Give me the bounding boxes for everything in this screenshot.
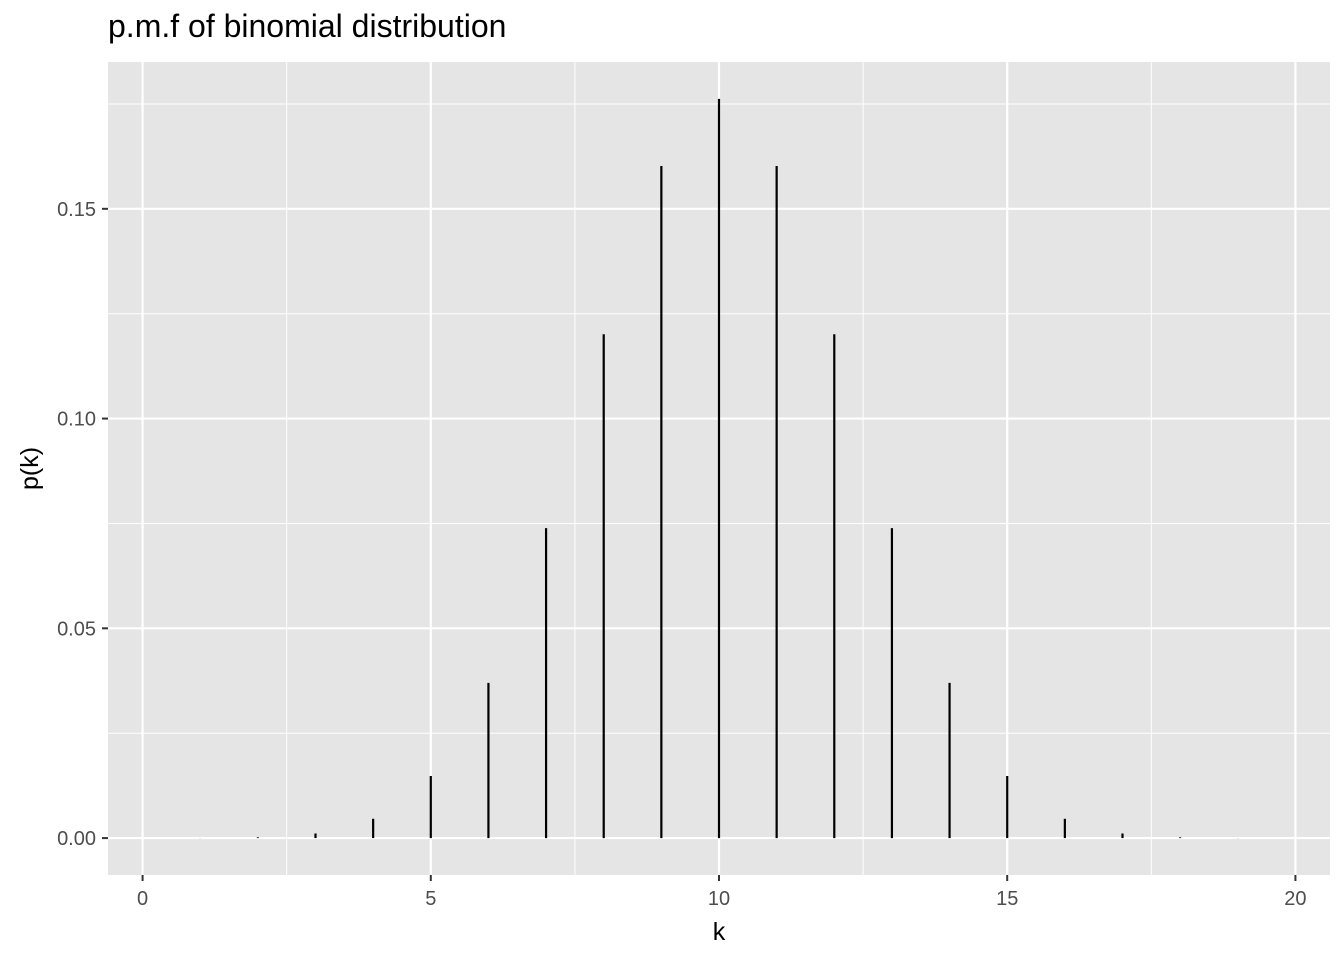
y-axis-title: p(k) xyxy=(16,447,44,490)
x-tick-label: 15 xyxy=(996,888,1018,910)
y-tick-label: 0.15 xyxy=(57,199,96,221)
pmf-bars xyxy=(141,98,1297,839)
x-axis: 0 5 10 15 20 xyxy=(137,875,1307,910)
x-tick-label: 5 xyxy=(425,888,436,910)
y-axis: 0.00 0.05 0.10 0.15 xyxy=(57,199,108,850)
x-tick-label: 10 xyxy=(708,888,730,910)
y-tick-label: 0.00 xyxy=(57,828,96,850)
x-tick-label: 20 xyxy=(1284,888,1306,910)
chart-title: p.m.f of binomial distribution xyxy=(108,8,507,44)
x-axis-title: k xyxy=(713,918,726,946)
y-tick-label: 0.10 xyxy=(57,409,96,431)
x-tick-label: 0 xyxy=(137,888,148,910)
y-tick-label: 0.05 xyxy=(57,618,96,640)
